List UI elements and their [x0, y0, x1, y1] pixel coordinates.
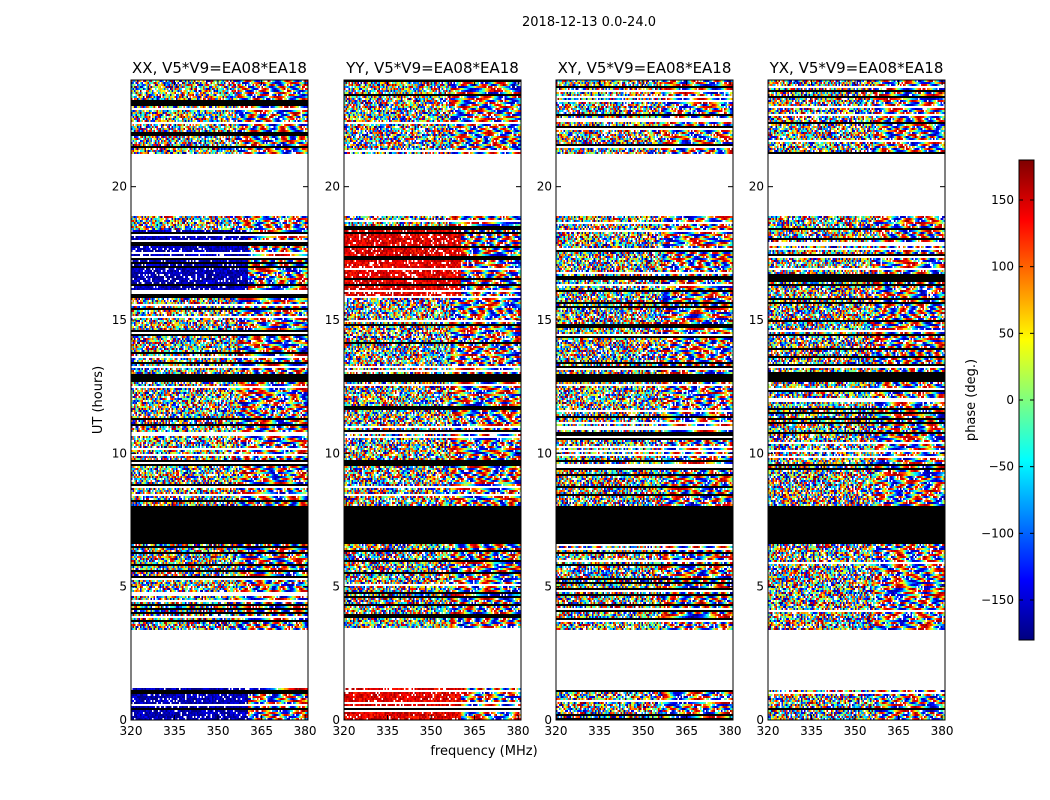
x-tick-label: 335	[163, 724, 186, 738]
y-tick-label: 10	[112, 446, 127, 460]
axes-frame	[555, 79, 734, 721]
phase-heatmap	[556, 80, 733, 720]
x-tick-label: 320	[120, 724, 143, 738]
x-tick-label: 350	[844, 724, 867, 738]
colorbar-tick-label: 150	[991, 193, 1014, 207]
colorbar-tick-label: −50	[989, 460, 1014, 474]
phase-heatmap	[344, 80, 521, 720]
x-tick-label: 365	[463, 724, 486, 738]
colorbar-label: phase (deg.)	[964, 359, 979, 441]
colorbar-tick-label: 50	[999, 326, 1014, 340]
y-tick-label: 20	[749, 180, 764, 194]
y-tick-label: 10	[537, 446, 552, 460]
x-tick-label: 335	[376, 724, 399, 738]
panel-title: XX, V5*V9=EA08*EA18	[132, 59, 307, 77]
y-tick-label: 5	[544, 580, 552, 594]
y-axis-label: UT (hours)	[91, 366, 106, 434]
x-tick-label: 350	[632, 724, 655, 738]
x-tick-label: 380	[294, 724, 317, 738]
axes-frame	[343, 79, 522, 721]
y-tick-label: 15	[325, 313, 340, 327]
panel-title: YX, V5*V9=EA08*EA18	[769, 59, 944, 77]
y-tick-label: 5	[119, 580, 127, 594]
phase-heatmap	[768, 80, 945, 720]
panel-xx: XX, V5*V9=EA08*EA18 320 335 350 365 380 0 5 10 15…	[112, 59, 317, 738]
colorbar: 150 100 50 0 −50 −100 −150 phase (deg.)	[964, 159, 1035, 641]
figure-title: 2018-12-13 0.0-24.0	[522, 15, 656, 30]
y-tick-label: 0	[544, 713, 552, 727]
panel-yx: YX, V5*V9=EA08*EA18 320 335 350 365 380 0 5 10 15…	[749, 59, 954, 738]
x-tick-label: 365	[887, 724, 910, 738]
y-tick-label: 5	[332, 580, 340, 594]
axes-frame	[130, 79, 309, 721]
x-tick-label: 350	[420, 724, 443, 738]
y-tick-label: 5	[756, 580, 764, 594]
x-tick-label: 320	[545, 724, 568, 738]
x-tick-label: 380	[719, 724, 742, 738]
x-tick-label: 380	[931, 724, 954, 738]
x-tick-label: 335	[588, 724, 611, 738]
panel-title: YY, V5*V9=EA08*EA18	[345, 59, 519, 77]
y-tick-label: 10	[749, 446, 764, 460]
y-tick-label: 0	[332, 713, 340, 727]
y-tick-label: 15	[112, 313, 127, 327]
axes-frame	[767, 79, 946, 721]
y-tick-label: 0	[119, 713, 127, 727]
y-tick-label: 0	[756, 713, 764, 727]
x-tick-label: 365	[675, 724, 698, 738]
phase-heatmap	[131, 80, 308, 720]
panel-xy: XY, V5*V9=EA08*EA18 320 335 350 365 380 0 5 10 15…	[537, 59, 742, 738]
x-tick-label: 365	[250, 724, 273, 738]
colorbar-tick-label: 0	[1006, 393, 1014, 407]
colorbar-tick-label: −100	[981, 526, 1014, 540]
y-tick-label: 15	[537, 313, 552, 327]
colorbar-tick-label: −150	[981, 593, 1014, 607]
x-tick-label: 380	[507, 724, 530, 738]
x-tick-label: 335	[800, 724, 823, 738]
y-tick-label: 20	[325, 180, 340, 194]
y-tick-label: 20	[112, 180, 127, 194]
x-tick-label: 320	[757, 724, 780, 738]
panel-title: XY, V5*V9=EA08*EA18	[558, 59, 732, 77]
colorbar-tick-label: 100	[991, 260, 1014, 274]
panel-yy: YY, V5*V9=EA08*EA18 320 335 350 365 380 0 5 10 15…	[325, 59, 530, 738]
x-axis-label: frequency (MHz)	[430, 744, 537, 759]
x-tick-label: 320	[333, 724, 356, 738]
y-tick-label: 15	[749, 313, 764, 327]
y-tick-label: 20	[537, 180, 552, 194]
x-tick-label: 350	[207, 724, 230, 738]
y-tick-label: 10	[325, 446, 340, 460]
